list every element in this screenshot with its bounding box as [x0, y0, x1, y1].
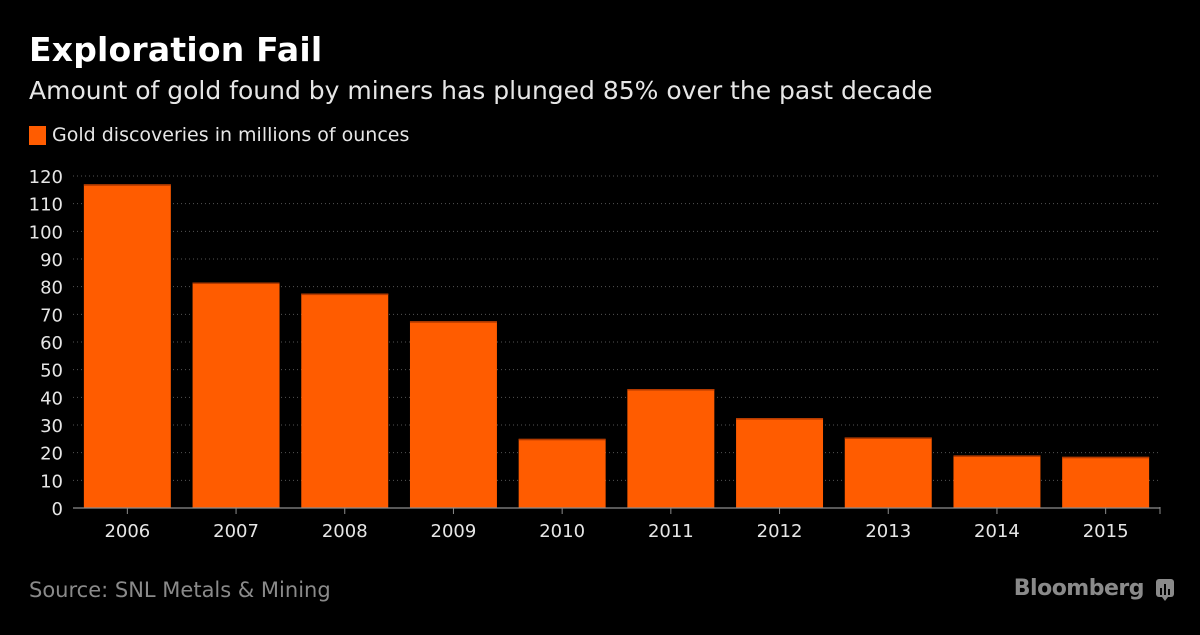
- bars: [83, 184, 1150, 509]
- x-axis: 2006 2007 2008 2009 2010 2011 2012 2013 2014 2015: [73, 507, 1161, 542]
- y-axis-ticks: 0 10 20 30 40 50 60 70 80 90 100 110 120: [29, 167, 63, 520]
- x-tick-label: 2008: [322, 521, 368, 542]
- bloomberg-logo: Bloomberg: [1013, 576, 1145, 601]
- y-tick-label: 40: [40, 388, 63, 409]
- bar-2013: [844, 437, 932, 508]
- bar-top-edge: [736, 418, 824, 420]
- bar-2014: [953, 455, 1041, 508]
- bloomberg-chart-icon: [1156, 579, 1174, 601]
- y-tick-label: 30: [40, 416, 63, 437]
- legend-label: Gold discoveries in millions of ounces: [52, 124, 410, 146]
- x-tick-label: 2006: [104, 521, 150, 542]
- bar-top-edge: [953, 455, 1041, 457]
- y-tick-label: 70: [40, 305, 63, 326]
- x-tick-label: 2013: [865, 521, 911, 542]
- y-tick-label: 10: [40, 471, 63, 492]
- source-note: Source: SNL Metals & Mining: [29, 578, 331, 602]
- y-tick-label: 20: [40, 444, 63, 465]
- bar-top-edge: [1062, 456, 1150, 459]
- legend-swatch: [29, 125, 46, 145]
- bar-top-edge: [301, 293, 389, 296]
- bar-2012: [736, 418, 824, 508]
- x-tick-label: 2015: [1083, 521, 1129, 542]
- legend: Gold discoveries in millions of ounces: [29, 124, 409, 146]
- y-tick-label: 90: [40, 250, 63, 271]
- x-tick-label: 2012: [757, 521, 803, 542]
- bar-2009: [409, 321, 497, 508]
- bar-top-edge: [844, 437, 932, 439]
- chart-title: Exploration Fail: [29, 30, 323, 69]
- x-tick-label: 2011: [648, 521, 694, 542]
- bar-top-edge: [192, 282, 280, 285]
- y-tick-label: 80: [40, 278, 63, 299]
- bar-top-edge: [409, 321, 497, 323]
- y-tick-label: 100: [29, 222, 63, 243]
- x-tick-label: 2010: [539, 521, 585, 542]
- bar-2006: [83, 184, 171, 509]
- y-tick-label: 120: [29, 167, 63, 188]
- bar-2015: [1062, 456, 1150, 508]
- bar-2011: [627, 389, 715, 508]
- y-tick-label: 50: [40, 361, 63, 382]
- bar-2007: [192, 282, 280, 508]
- x-tick-label: 2007: [213, 521, 259, 542]
- chart-subtitle: Amount of gold found by miners has plung…: [29, 76, 933, 105]
- y-tick-label: 60: [40, 333, 63, 354]
- bar-top-edge: [518, 438, 606, 441]
- bar-top-edge: [83, 184, 171, 186]
- y-tick-label: 0: [52, 499, 63, 520]
- bar-2008: [301, 293, 389, 508]
- x-tick-label: 2009: [431, 521, 477, 542]
- x-tick-label: 2014: [974, 521, 1020, 542]
- bar-2010: [518, 438, 606, 508]
- bar-top-edge: [627, 389, 715, 391]
- y-tick-label: 110: [29, 195, 63, 216]
